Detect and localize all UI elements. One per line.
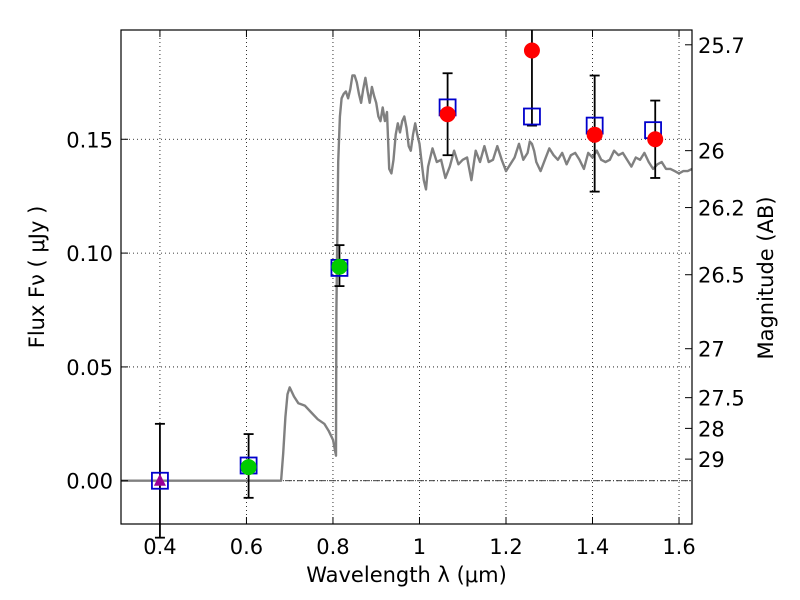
x-tick-label: 0.4 <box>143 535 176 559</box>
model-sed-layer <box>121 74 693 482</box>
template-flux-square <box>523 107 541 126</box>
magnitude-tick-label: 26.5 <box>698 264 745 288</box>
nir-flux-dot <box>586 126 603 143</box>
nir-flux-dot <box>647 131 664 148</box>
x-tick-label: 1.2 <box>489 535 522 559</box>
nir-flux-dot <box>523 42 540 59</box>
optical-flux-dot <box>331 258 348 275</box>
optical-flux-dot <box>240 459 257 476</box>
x-tick-label: 0.8 <box>316 535 349 559</box>
marker-layer <box>151 42 664 490</box>
x-tick-label: 1 <box>413 535 426 559</box>
x-axis-label: Wavelength λ (μm) <box>306 563 507 587</box>
nir-flux-dot <box>439 106 456 123</box>
x-tick-label: 1.4 <box>576 535 609 559</box>
y-tick-label: 0.05 <box>66 356 113 380</box>
magnitude-tick-label: 29 <box>698 448 725 472</box>
template-flux-square <box>151 471 169 490</box>
magnitude-tick-label: 27 <box>698 338 725 362</box>
model-sed-line <box>121 74 693 482</box>
magnitude-tick-label: 26.2 <box>698 197 745 221</box>
y-tick-label: 0.10 <box>66 242 113 266</box>
tick-label-layer: 0.4 0.6 0.8 1 1.2 1.4 1.6 0.00 0.05 0.10 0.15 25.7 2… <box>66 34 745 559</box>
magnitude-tick-label: 25.7 <box>698 34 745 58</box>
non-detection-triangle <box>153 473 166 486</box>
tick-layer <box>121 30 692 524</box>
y-tick-label: 0.00 <box>66 470 113 494</box>
plot-frame <box>120 29 693 525</box>
x-tick-label: 0.6 <box>230 535 263 559</box>
x-tick-label: 1.6 <box>662 535 695 559</box>
magnitude-tick-label: 26 <box>698 140 725 164</box>
magnitude-tick-label: 27.5 <box>698 387 745 411</box>
magnitude-tick-label: 28 <box>698 417 725 441</box>
magnitude-axis-label: Magnitude (AB) <box>754 196 778 359</box>
y-tick-label: 0.15 <box>66 128 113 152</box>
y-axis-label: Flux Fν ( μJy ) <box>25 206 49 349</box>
